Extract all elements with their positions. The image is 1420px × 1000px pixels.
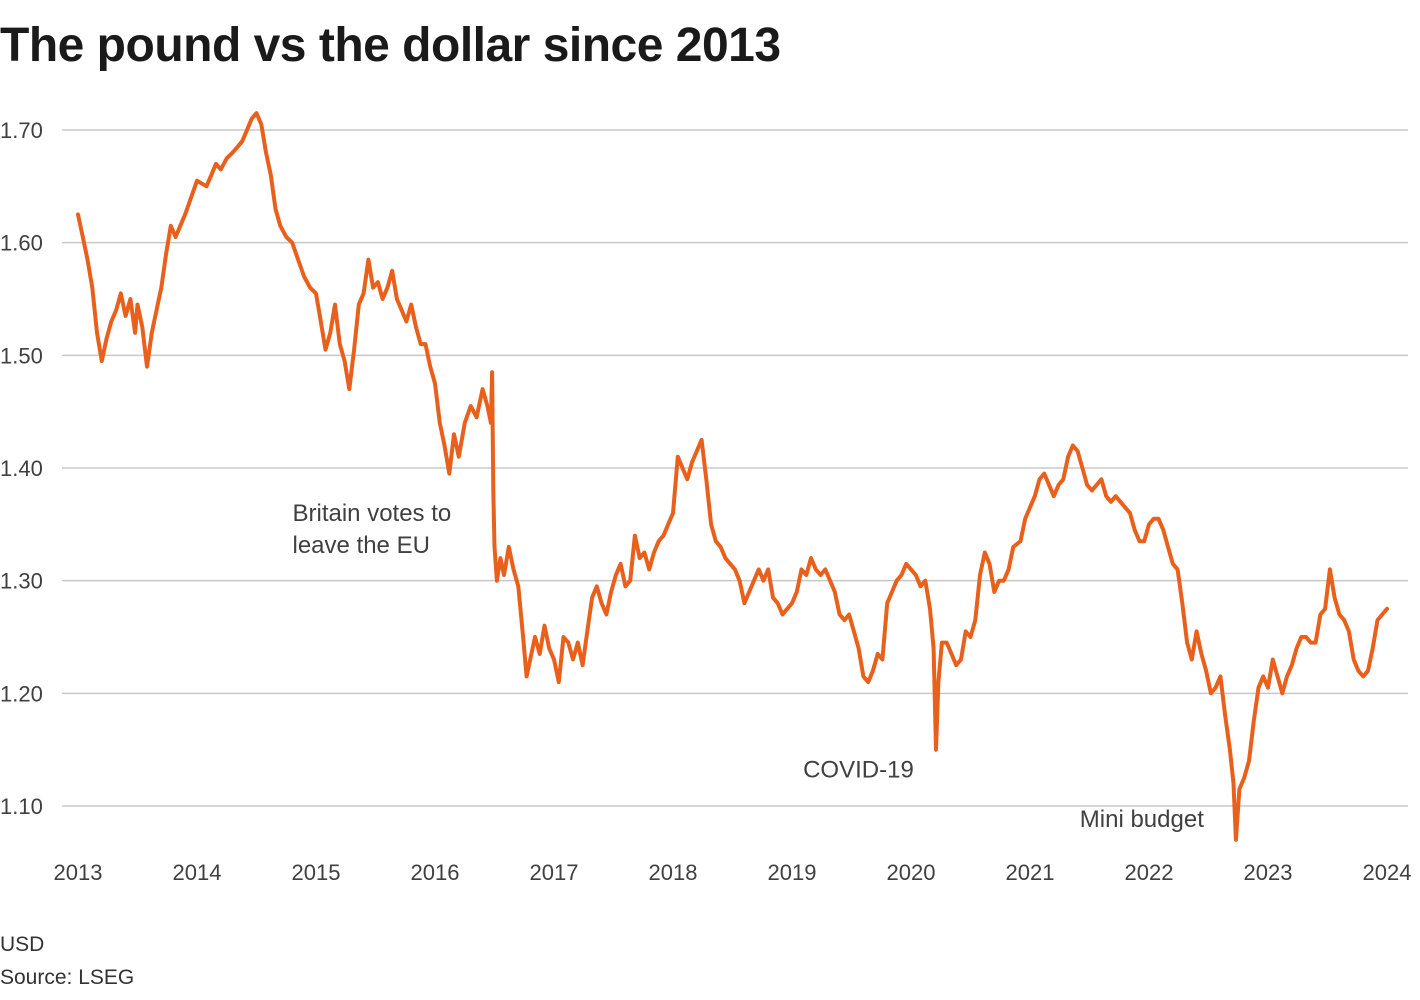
- annotation-text: Mini budget: [1080, 806, 1204, 833]
- annotation-text: COVID-19: [803, 757, 914, 784]
- x-tick-label: 2015: [292, 860, 341, 885]
- y-tick-label: 1.50: [0, 343, 43, 368]
- annotation-text: Britain votes to: [293, 500, 452, 527]
- y-tick-label: 1.60: [0, 231, 43, 256]
- x-tick-label: 2017: [530, 860, 579, 885]
- annotations: Britain votes to leave the EU COVID-19 Mini…: [293, 500, 1205, 833]
- x-tick-label: 2020: [887, 860, 936, 885]
- x-axis-ticks: 2013 2014 2015 2016 2017 2018 2019 2020 2021 2022…: [54, 860, 1412, 885]
- y-tick-label: 1.40: [0, 456, 43, 481]
- annotation-text: leave the EU: [293, 532, 430, 559]
- y-tick-label: 1.10: [0, 794, 43, 819]
- y-tick-label: 1.30: [0, 569, 43, 594]
- x-tick-label: 2019: [768, 860, 817, 885]
- x-tick-label: 2024: [1363, 860, 1412, 885]
- series-line-gbp-usd: [76, 111, 1389, 842]
- x-tick-label: 2022: [1125, 860, 1174, 885]
- x-tick-label: 2016: [411, 860, 460, 885]
- x-tick-label: 2023: [1244, 860, 1293, 885]
- gridlines: [62, 129, 1408, 807]
- unit-label: USD: [0, 933, 45, 956]
- y-axis-ticks: 1.10 1.20 1.30 1.40 1.50 1.60 1.70: [0, 118, 43, 819]
- x-tick-label: 2014: [173, 860, 222, 885]
- x-tick-label: 2021: [1006, 860, 1055, 885]
- source-label: Source: LSEG: [0, 966, 135, 989]
- x-tick-label: 2013: [54, 860, 103, 885]
- x-tick-label: 2018: [649, 860, 698, 885]
- series-layer: [76, 111, 1389, 842]
- y-tick-label: 1.20: [0, 681, 43, 706]
- chart-title: The pound vs the dollar since 2013: [0, 19, 781, 72]
- y-tick-label: 1.70: [0, 118, 43, 143]
